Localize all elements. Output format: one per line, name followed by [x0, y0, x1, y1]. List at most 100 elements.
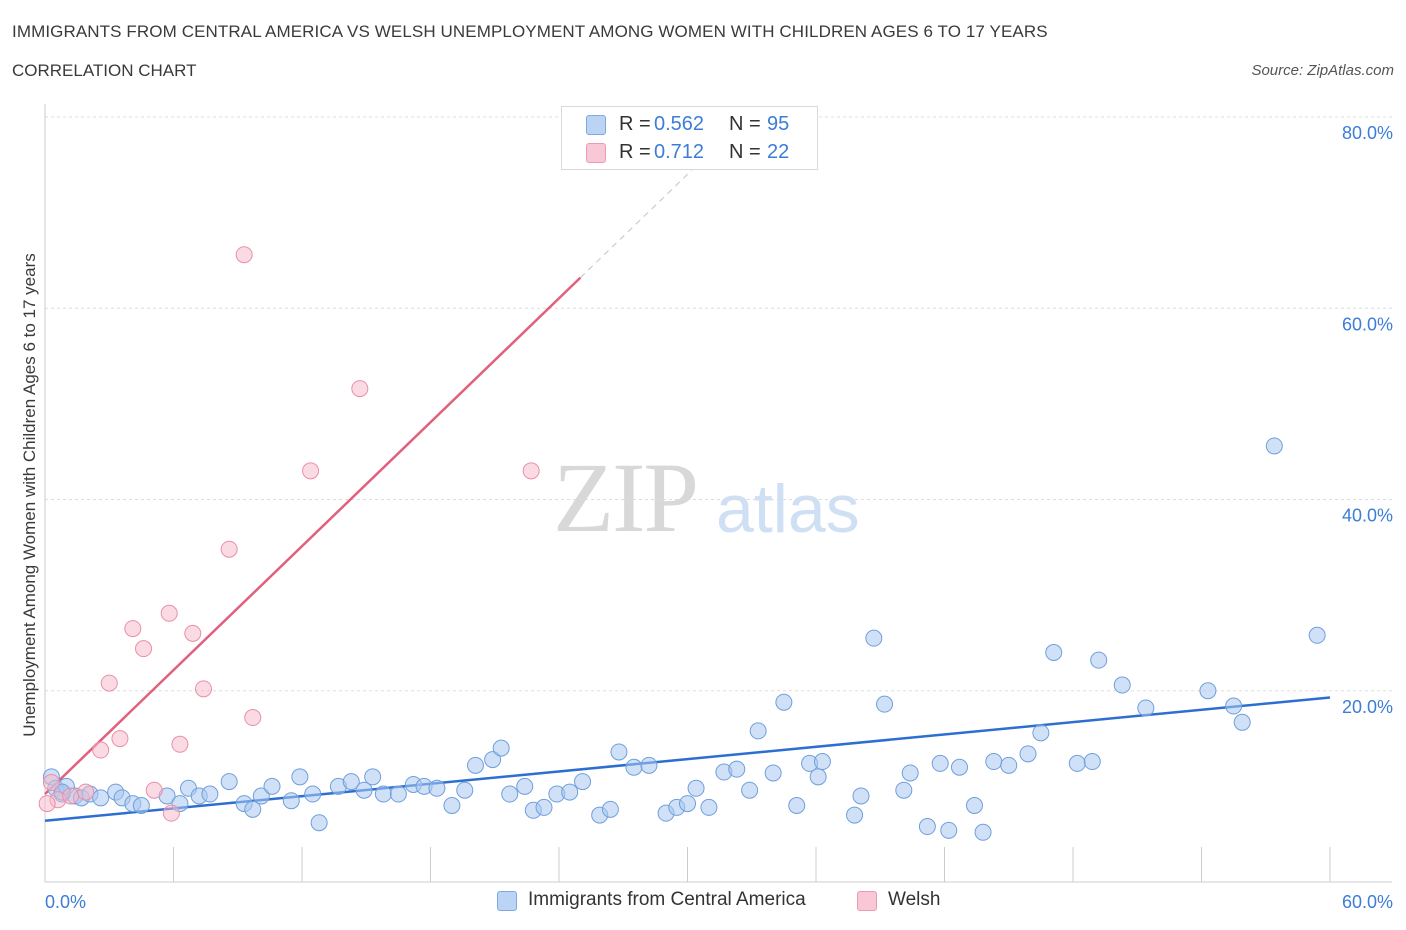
data-point-immigrants [775, 693, 793, 711]
data-point-welsh [302, 462, 320, 480]
source-note: Source: ZipAtlas.com [1251, 62, 1394, 79]
data-point-immigrants [501, 785, 519, 803]
data-point-immigrants [625, 758, 643, 776]
data-point-immigrants [931, 754, 949, 772]
r-label: R = [619, 113, 651, 135]
data-point-immigrants [389, 785, 407, 803]
y-tick-label: 60.0% [1342, 314, 1393, 334]
data-point-immigrants [263, 777, 281, 795]
data-point-immigrants [244, 800, 262, 818]
data-point-immigrants [92, 789, 110, 807]
data-point-immigrants [364, 768, 382, 786]
data-point-immigrants [1068, 754, 1086, 772]
data-point-immigrants [1199, 682, 1217, 700]
chart-title: IMMIGRANTS FROM CENTRAL AMERICA VS WELSH… [12, 22, 1048, 41]
data-point-immigrants [846, 806, 864, 824]
data-point-welsh [160, 604, 178, 622]
r-value: 0.712 [654, 141, 705, 163]
data-point-immigrants [1137, 699, 1155, 717]
tick-labels: 20.0% 40.0% 60.0% 80.0% 0.0% 60.0% [45, 123, 1393, 912]
data-point-welsh [92, 741, 110, 759]
data-point-immigrants [1000, 756, 1018, 774]
data-point-immigrants [640, 756, 658, 774]
data-point-immigrants [610, 743, 628, 761]
data-point-immigrants [1113, 676, 1131, 694]
n-label: N = [729, 141, 761, 163]
data-point-immigrants [700, 798, 718, 816]
trend-line-welsh-extension [580, 169, 693, 279]
data-point-welsh [62, 787, 80, 805]
data-point-immigrants [1308, 626, 1326, 644]
correlation-stats-box: R = 0.562 N = 95 R = 0.712 N = 22 [561, 106, 818, 170]
data-point-immigrants [813, 753, 831, 771]
data-point-immigrants [741, 781, 759, 799]
y-tick-label: 20.0% [1342, 697, 1393, 717]
data-point-immigrants [950, 758, 968, 776]
n-value: 95 [767, 113, 790, 135]
data-point-immigrants [918, 818, 936, 836]
data-point-welsh [235, 246, 253, 264]
data-point-immigrants [443, 797, 461, 814]
data-point-immigrants [940, 821, 958, 839]
blue-swatch-icon [497, 891, 517, 911]
data-point-welsh [100, 674, 118, 692]
pink-swatch-icon [857, 891, 877, 911]
data-point-immigrants [1032, 724, 1050, 742]
y-axis-label: Unemployment Among Women with Children A… [20, 253, 39, 737]
r-label: R = [619, 141, 651, 163]
data-point-immigrants [985, 753, 1003, 771]
data-point-immigrants [1090, 651, 1108, 669]
data-point-welsh [244, 709, 262, 727]
data-point-immigrants [852, 787, 870, 805]
data-point-immigrants [895, 781, 913, 799]
data-point-welsh [38, 795, 56, 813]
data-point-welsh [124, 620, 142, 638]
data-point-immigrants [728, 760, 746, 778]
watermark-atlas: atlas [716, 471, 860, 547]
n-label: N = [729, 113, 761, 135]
data-point-immigrants [492, 739, 510, 757]
data-point-immigrants [484, 751, 502, 769]
watermark-zip: ZIP [553, 442, 699, 553]
data-point-immigrants [965, 797, 983, 814]
data-point-welsh [220, 540, 238, 558]
data-point-immigrants [516, 777, 534, 795]
data-point-immigrants [342, 773, 360, 791]
data-point-immigrants [535, 798, 553, 816]
blue-swatch-icon [586, 115, 606, 135]
data-point-immigrants [1233, 713, 1251, 731]
data-point-immigrants [220, 773, 238, 791]
data-point-immigrants [466, 756, 484, 774]
data-point-welsh [145, 781, 163, 799]
data-point-immigrants [1045, 644, 1063, 661]
data-point-welsh [135, 640, 153, 658]
data-point-welsh [194, 680, 212, 698]
data-point-welsh [184, 624, 202, 642]
data-point-immigrants [252, 787, 270, 805]
data-point-immigrants [749, 722, 767, 740]
y-tick-label: 40.0% [1342, 506, 1393, 526]
trend-line-welsh [44, 276, 582, 795]
data-point-welsh [77, 783, 95, 801]
grid-lines [45, 116, 1392, 692]
axes [44, 104, 1392, 883]
x-tick-label: 60.0% [1342, 892, 1393, 912]
data-point-immigrants [876, 695, 894, 713]
data-point-immigrants [1019, 745, 1037, 763]
data-point-welsh [111, 730, 129, 748]
data-point-immigrants [304, 785, 322, 803]
data-point-welsh [162, 804, 180, 822]
data-point-immigrants [865, 629, 883, 647]
x-tick-label: 0.0% [45, 892, 86, 912]
data-point-immigrants [679, 795, 696, 813]
data-point-immigrants [282, 792, 300, 810]
r-value: 0.562 [654, 113, 705, 135]
data-point-immigrants [764, 764, 782, 782]
data-point-immigrants [809, 768, 827, 786]
data-point-immigrants [132, 797, 150, 814]
data-point-immigrants [355, 781, 373, 799]
data-point-immigrants [1265, 437, 1283, 455]
data-point-welsh [42, 774, 60, 792]
data-point-immigrants [374, 785, 392, 803]
